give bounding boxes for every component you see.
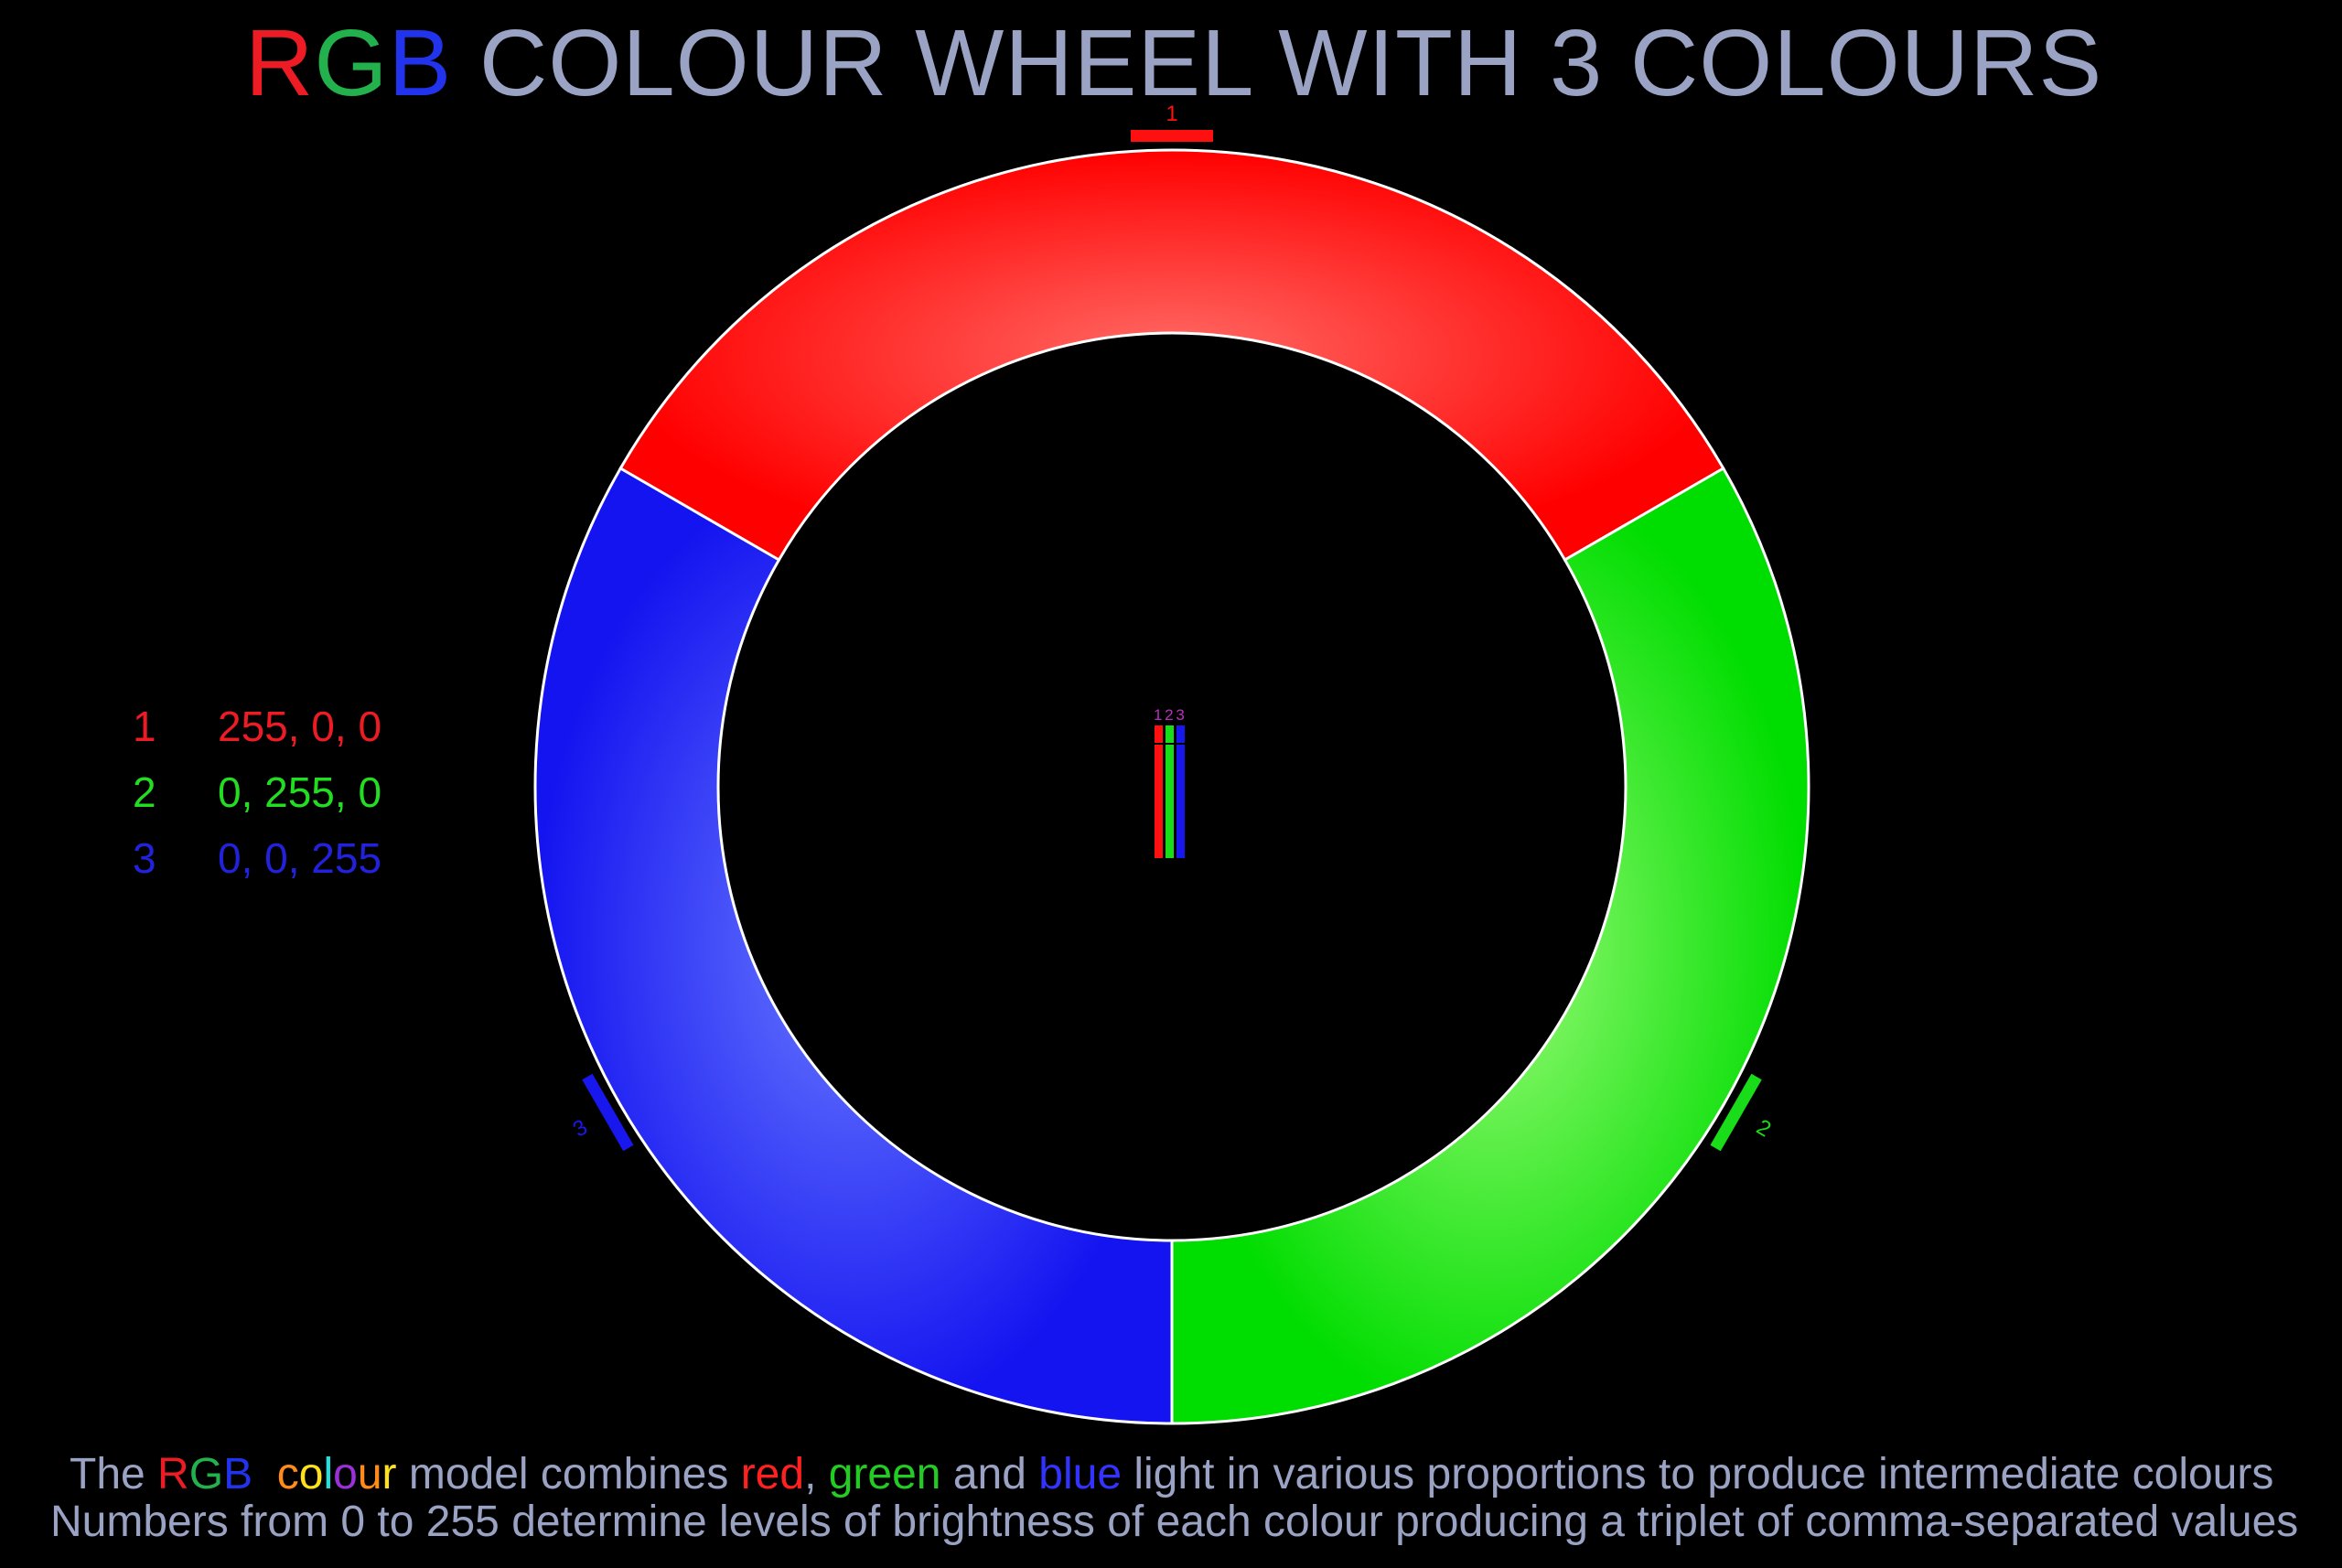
- svg-text:1: 1: [1166, 102, 1177, 126]
- svg-text:3: 3: [569, 1114, 592, 1142]
- svg-text:2: 2: [1752, 1114, 1775, 1142]
